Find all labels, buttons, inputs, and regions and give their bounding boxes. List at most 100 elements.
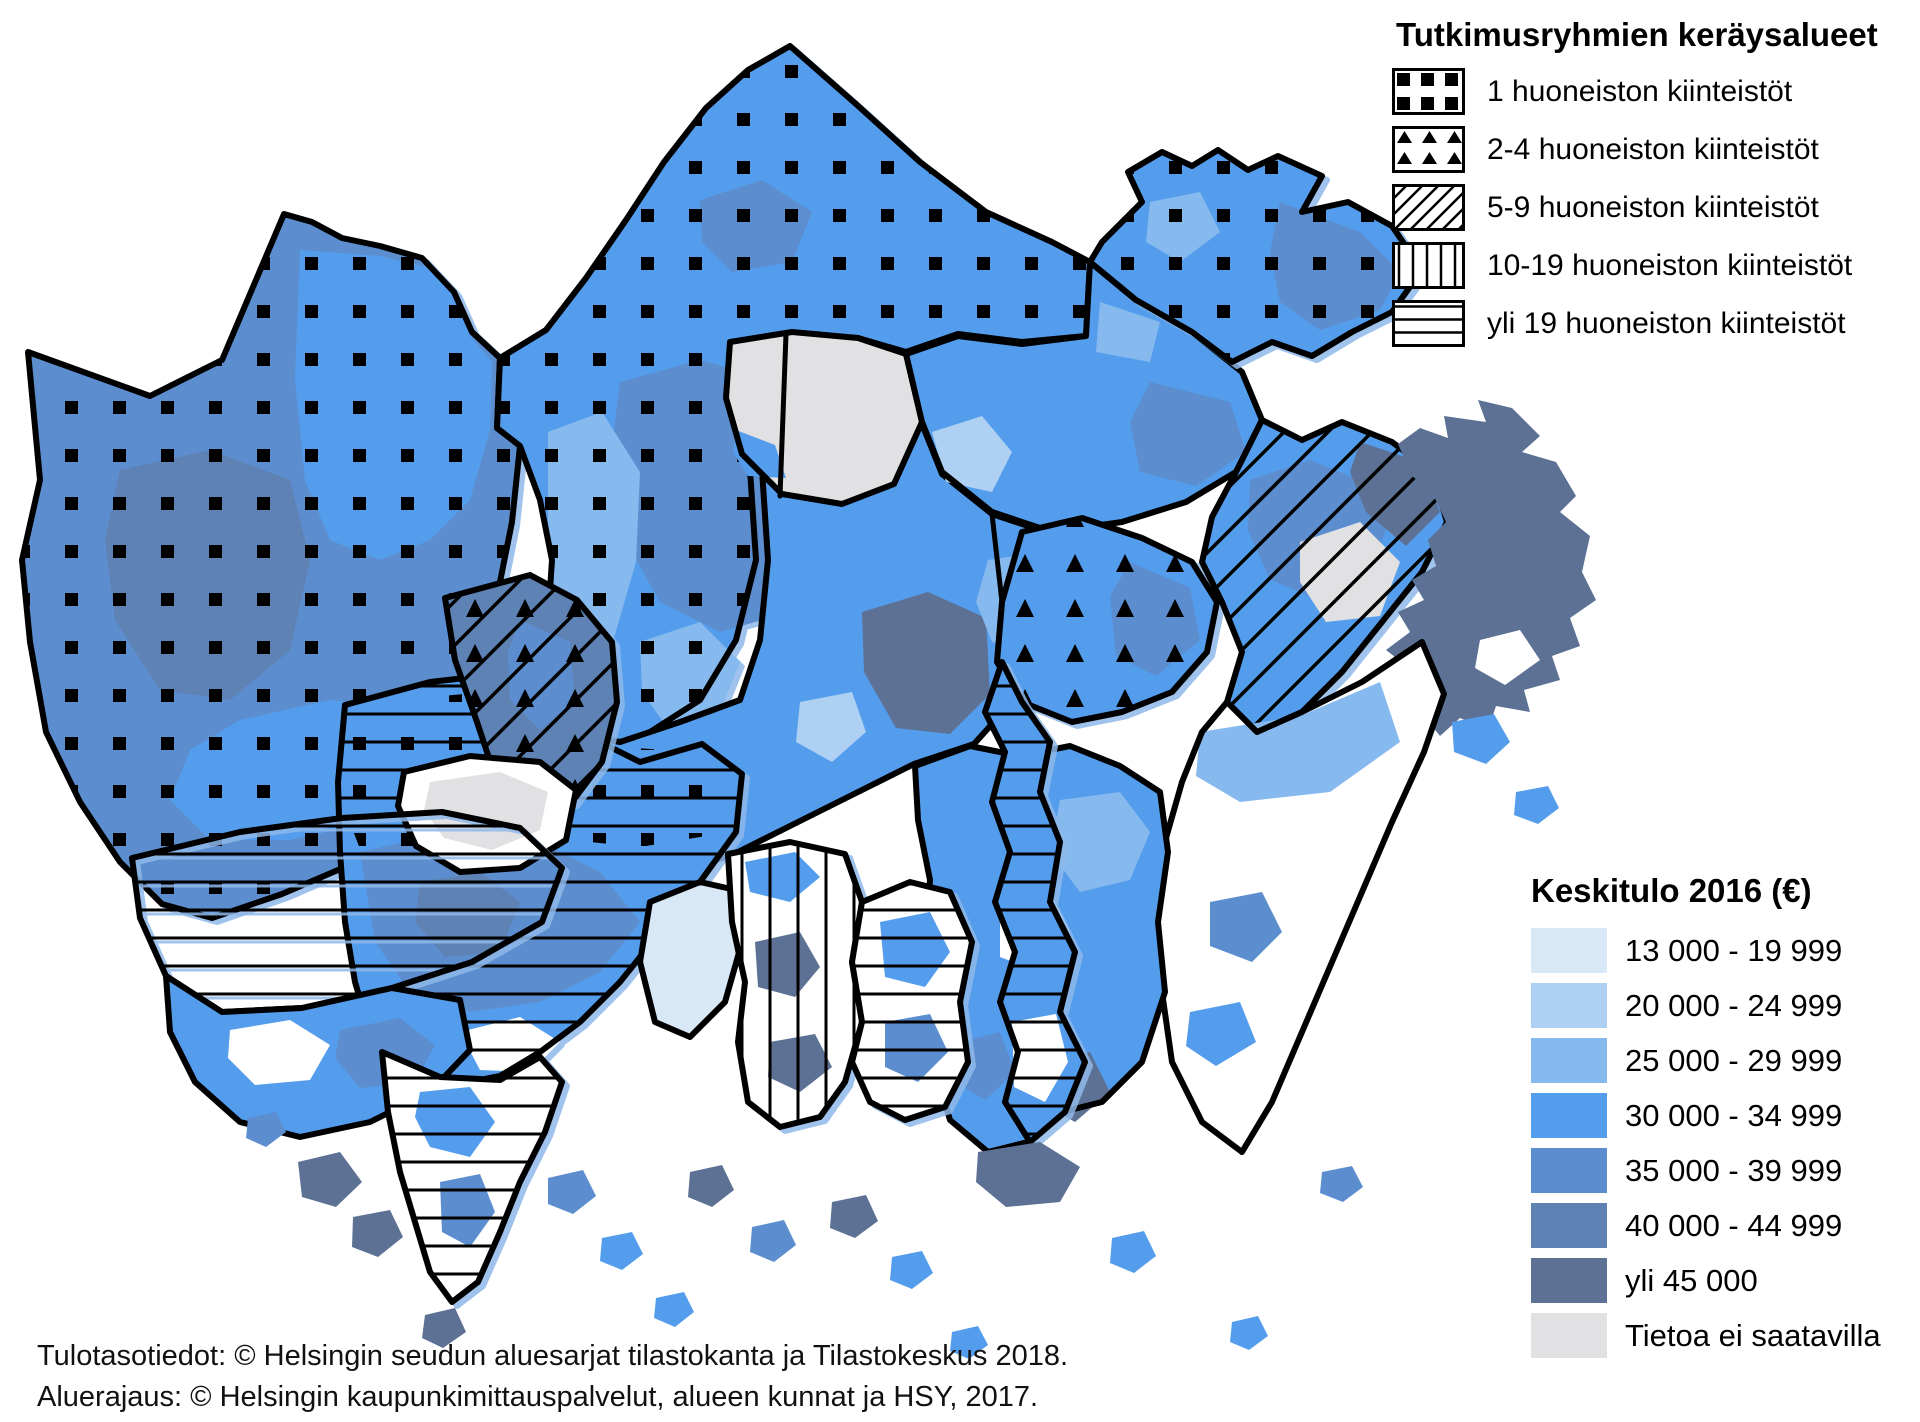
island: [1230, 1316, 1268, 1350]
subarea-patch: [733, 430, 786, 478]
income-legend-item: 40 000 - 44 999: [1531, 1203, 1911, 1248]
region-sipoo-diagonal-pattern-diag: [1202, 420, 1447, 732]
island: [1320, 1166, 1363, 1202]
island: [750, 1220, 796, 1262]
region-horizontal-corridor-border: [982, 659, 1088, 1145]
income-color-swatch: [1531, 1203, 1607, 1248]
income-legend-label: 40 000 - 44 999: [1625, 1207, 1843, 1243]
region-helsinki-west-pale-fill: [640, 882, 742, 1037]
attribution: Tulotasotiedot: © Helsingin seudun alues…: [37, 1336, 1068, 1418]
research-legend-label: 10-19 huoneiston kiinteistöt: [1487, 248, 1853, 282]
subarea-patch: [932, 416, 1012, 492]
horiz-pattern-swatch: [1392, 300, 1465, 347]
income-color-swatch: [1531, 1313, 1607, 1358]
region-espoo-triangles-dark: [442, 572, 620, 815]
research-legend-label: yli 19 huoneiston kiinteistöt: [1487, 306, 1846, 340]
research-legend-label: 5-9 huoneiston kiinteistöt: [1487, 190, 1819, 224]
region-kirkkonummi-horizontal: [379, 1049, 565, 1305]
region-helsinki-vertical-pattern-vert: [728, 842, 862, 1127]
island: [298, 1152, 362, 1207]
map-boundary-lines-layer: [777, 331, 1005, 605]
region-kirkkonummi-horizontal-pattern-horiz: [382, 1052, 562, 1302]
region-helsinki-west-pale: [637, 879, 745, 1040]
region-helsinki-east-horizontal-border: [849, 879, 975, 1123]
subarea-patch: [955, 1032, 1015, 1100]
income-color-swatch: [1531, 1258, 1607, 1303]
region-sipoo-diagonal-border: [1199, 417, 1450, 735]
island: [976, 1142, 1080, 1207]
income-legend-label: 25 000 - 29 999: [1625, 1042, 1843, 1078]
income-legend-item: 25 000 - 29 999: [1531, 1038, 1911, 1083]
research-legend-label: 1 huoneiston kiinteistöt: [1487, 74, 1793, 108]
island: [1514, 786, 1559, 824]
research-legend-item: yli 19 huoneiston kiinteistöt: [1392, 300, 1912, 347]
subarea-patch: [1050, 792, 1150, 892]
income-legend-label: 20 000 - 24 999: [1625, 987, 1843, 1023]
income-legend-item: 13 000 - 19 999: [1531, 928, 1911, 973]
research-legend-rows: 1 huoneiston kiinteistöt 2-4 huoneiston k…: [1392, 68, 1912, 347]
subarea-patch: [862, 592, 990, 734]
income-legend-item: yli 45 000: [1531, 1258, 1911, 1303]
region-helsinki-east-horizontal: [849, 879, 975, 1123]
region-ne-squares-pattern-squares: [1090, 150, 1422, 362]
subarea-patch: [1130, 382, 1246, 486]
island: [352, 1210, 403, 1257]
squares-pattern-swatch: [1392, 68, 1465, 115]
island: [1110, 1231, 1156, 1273]
attribution-line-1: Tulotasotiedot: © Helsingin seudun alues…: [37, 1340, 1069, 1372]
subarea-patch: [1475, 630, 1540, 685]
region-kerava-triangles-pattern-triangles: [997, 518, 1217, 722]
island: [950, 1326, 988, 1359]
island: [890, 1251, 933, 1289]
income-legend-title: Keskitulo 2016 (€): [1531, 872, 1812, 909]
region-north-triangle-squares-pattern-squares: [497, 46, 1090, 752]
research-legend-item: 2-4 huoneiston kiinteistöt: [1392, 126, 1912, 173]
income-color-swatch: [1531, 983, 1607, 1028]
region-nw-horizontal-overlay-pattern-horiz: [132, 812, 562, 1012]
diag-pattern-swatch: [1392, 184, 1465, 231]
subarea-patch: [1210, 892, 1282, 962]
research-legend-label: 2-4 huoneiston kiinteistöt: [1487, 132, 1819, 166]
income-color-swatch: [1531, 928, 1607, 973]
region-sipoo-south: [1149, 639, 1447, 1155]
island: [830, 1195, 878, 1238]
map-regions-layer: [19, 43, 1596, 1305]
income-legend-label: 13 000 - 19 999: [1625, 932, 1843, 968]
island: [246, 1112, 286, 1147]
map-islands-layer: [246, 714, 1559, 1359]
research-legend-item: 10-19 huoneiston kiinteistöt: [1392, 242, 1912, 289]
income-legend-item: Tietoa ei saatavilla: [1531, 1313, 1911, 1358]
income-color-swatch: [1531, 1038, 1607, 1083]
region-ne-squares: [1087, 147, 1425, 365]
region-horizontal-corridor: [982, 659, 1088, 1145]
region-kerava-triangles: [994, 515, 1220, 725]
income-legend-label: Tietoa ei saatavilla: [1625, 1317, 1881, 1353]
island: [548, 1170, 596, 1214]
income-legend: Keskitulo 2016 (€) 13 000 - 19 999 20 000…: [1531, 872, 1911, 1368]
region-espoo-triangles-dark-border: [442, 572, 620, 815]
region-sipoo-diagonal: [1199, 417, 1450, 735]
region-helsinki-east-horizontal-pattern-horiz: [852, 882, 972, 1120]
vert-pattern-swatch: [1392, 242, 1465, 289]
municipal-boundary-line: [989, 511, 1005, 605]
subarea-patch: [1096, 302, 1160, 362]
research-legend: Tutkimusryhmien keräysalueet 1 huoneisto…: [1392, 16, 1912, 358]
region-dark-east-coast-fill: [1386, 400, 1596, 736]
income-legend-rows: 13 000 - 19 999 20 000 - 24 999 25 000 - 2…: [1531, 928, 1911, 1358]
income-color-swatch: [1531, 1093, 1607, 1138]
island: [654, 1292, 694, 1327]
region-nodata-center: [723, 329, 925, 507]
island: [688, 1165, 734, 1207]
municipal-boundary-line: [777, 331, 789, 499]
triangles-pattern-swatch: [1392, 126, 1465, 173]
research-legend-item: 1 huoneiston kiinteistöt: [1392, 68, 1912, 115]
subarea-patch: [1186, 1002, 1256, 1066]
income-color-swatch: [1531, 1148, 1607, 1193]
income-legend-label: 35 000 - 39 999: [1625, 1152, 1843, 1188]
subarea-patch: [796, 692, 866, 762]
region-kirkkonummi-horizontal-border: [379, 1049, 565, 1305]
island: [1452, 714, 1510, 764]
income-legend-item: 30 000 - 34 999: [1531, 1093, 1911, 1138]
